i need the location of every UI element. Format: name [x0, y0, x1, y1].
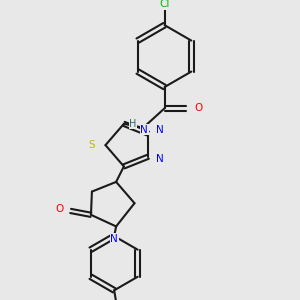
- Text: S: S: [88, 140, 95, 150]
- Text: H: H: [129, 119, 136, 129]
- Text: N: N: [156, 154, 164, 164]
- Text: O: O: [194, 103, 202, 113]
- Text: N: N: [156, 124, 164, 135]
- Text: O: O: [55, 204, 63, 214]
- Text: Cl: Cl: [159, 0, 170, 9]
- Text: N: N: [140, 124, 148, 135]
- Text: N: N: [110, 234, 118, 244]
